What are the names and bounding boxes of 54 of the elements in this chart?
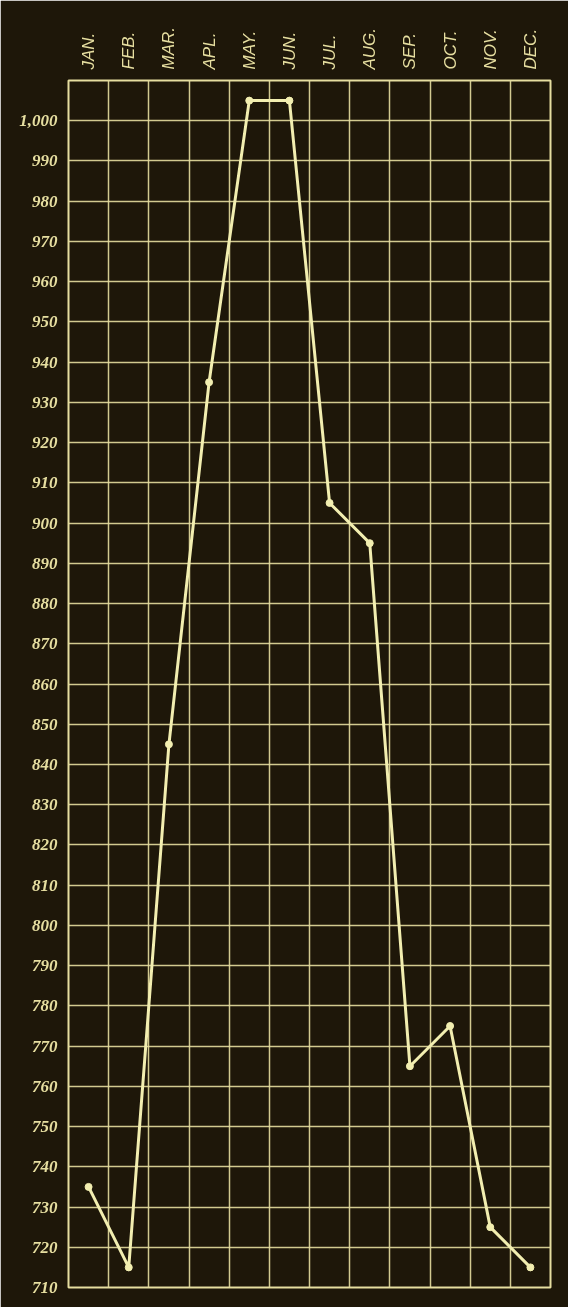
point [486,1223,495,1232]
x-tick-label: JUN. [279,31,299,71]
y-tick-label: 900 [32,513,58,533]
x-tick-label: JAN. [79,32,99,71]
y-tick-label: 990 [32,151,58,171]
y-tick-label: 740 [32,1157,58,1177]
x-tick-label: APL. [199,32,219,71]
point [526,1263,535,1272]
y-tick-label: 850 [32,714,58,734]
y-tick-label: 970 [32,231,58,251]
point [405,1062,414,1071]
point [365,539,374,548]
x-tick-label: OCT. [440,30,460,70]
point [205,378,214,387]
y-tick-label: 950 [32,312,58,332]
point [164,740,173,749]
y-tick-label: 1,000 [19,111,58,131]
x-tick-label: MAR. [159,27,179,70]
y-tick-label: 880 [32,594,58,614]
x-tick-label: FEB. [119,31,139,70]
x-tick-label: NOV. [480,29,500,70]
y-tick-label: 810 [32,875,58,895]
y-tick-label: 710 [32,1278,58,1297]
y-tick-label: 770 [32,1036,58,1056]
point [245,96,254,105]
x-tick-label: JUL. [320,34,340,71]
y-tick-label: 830 [32,795,58,815]
x-tick-label: AUG. [360,27,380,71]
y-tick-label: 840 [32,754,58,774]
y-tick-label: 910 [32,473,58,493]
x-tick-label: SEP. [400,32,420,70]
y-tick-label: 730 [32,1197,58,1217]
y-tick-label: 760 [32,1076,58,1096]
y-tick-label: 720 [32,1237,58,1257]
y-tick-label: 750 [32,1117,58,1137]
y-tick-label: 920 [32,433,58,453]
point [325,498,334,507]
y-tick-label: 930 [32,392,58,412]
y-tick-label: 980 [32,191,58,211]
x-tick-label: DEC. [520,28,540,70]
y-tick-label: 940 [32,352,58,372]
y-tick-label: 780 [32,996,58,1016]
point [285,96,294,105]
y-tick-label: 870 [32,634,58,654]
point [446,1021,455,1030]
x-tick-label: MAY. [239,30,259,70]
y-tick-label: 790 [32,956,58,976]
y-tick-label: 860 [32,674,58,694]
y-tick-label: 800 [32,915,58,935]
y-tick-label: 890 [32,553,58,573]
point [124,1263,133,1272]
point [84,1182,93,1191]
y-tick-label: 820 [32,835,58,855]
y-tick-label: 960 [32,272,58,292]
